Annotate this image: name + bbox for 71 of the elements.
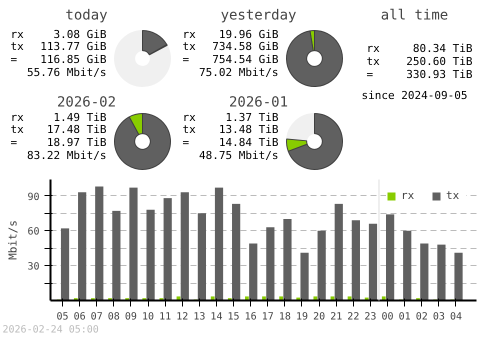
- text: =: [366, 68, 374, 81]
- x-tick-label: 06: [74, 312, 86, 322]
- y-axis-title: Mbit/s: [6, 220, 20, 260]
- text: 83.22 Mbit/s: [27, 149, 107, 162]
- x-tick-label: 09: [124, 312, 137, 322]
- text: 754.54 GiB: [212, 53, 279, 66]
- text: 80.34 TiB: [412, 42, 473, 55]
- x-tick-label: 01: [398, 312, 411, 322]
- legend-label: rx: [401, 189, 416, 202]
- text: all time: [380, 8, 448, 24]
- text: tx: [10, 123, 24, 136]
- text: 1.37 TiB: [226, 111, 279, 124]
- x-tick-label: 18: [278, 312, 291, 322]
- text: 75.02 Mbit/s: [199, 66, 279, 79]
- x-tick-label: 15: [228, 312, 240, 322]
- text: =: [182, 136, 190, 149]
- text: 19.96 GiB: [218, 28, 279, 41]
- x-tick-label: 03: [432, 312, 445, 322]
- chart-title: today: [65, 8, 108, 24]
- text: =: [10, 53, 18, 66]
- y-tick-label: 60: [27, 226, 40, 238]
- x-tick-label: 00: [382, 312, 394, 322]
- x-tick-label: 13: [193, 312, 206, 322]
- x-tick-label: 16: [244, 312, 257, 322]
- x-tick-label: 23: [364, 312, 376, 322]
- x-tick-label: 22: [347, 312, 360, 322]
- x-tick-label: 19: [296, 312, 308, 322]
- x-tick-label: 04: [450, 312, 462, 322]
- text: since 2024-09-05: [362, 89, 468, 102]
- x-tick-label: 14: [210, 312, 222, 322]
- y-tick-label: 30: [27, 262, 40, 273]
- text: 55.76 Mbit/s: [27, 66, 107, 79]
- text: 48.75 Mbit/s: [199, 149, 279, 162]
- x-tick-label: 08: [108, 312, 120, 322]
- text: 18.97 TiB: [46, 136, 107, 149]
- text: 13.48 TiB: [218, 123, 279, 136]
- x-tick-label: 21: [330, 312, 342, 322]
- text: 14.84 TiB: [218, 136, 279, 149]
- text: 734.58 GiB: [212, 40, 279, 53]
- chart-title: yesterday: [220, 8, 296, 24]
- y-tick-label: 90: [27, 192, 40, 203]
- x-tick-label: 17: [262, 312, 274, 322]
- chart-title: 2026-02: [57, 94, 116, 110]
- x-tick-label: 05: [56, 312, 68, 322]
- text: 2026-02-24 05:00: [2, 324, 99, 336]
- text: 1.49 TiB: [54, 111, 107, 124]
- text: tx: [366, 55, 380, 68]
- text: tx: [182, 123, 196, 136]
- text: tx: [182, 40, 196, 53]
- text: rx: [10, 28, 24, 41]
- text: 3.08 GiB: [54, 28, 107, 41]
- text: 250.60 TiB: [406, 55, 473, 68]
- text: rx: [10, 111, 24, 124]
- text: 113.77 GiB: [40, 40, 107, 53]
- text: rx: [366, 42, 380, 55]
- text: =: [182, 53, 190, 66]
- text: 330.93 TiB: [406, 68, 473, 81]
- x-tick-label: 10: [142, 312, 154, 322]
- x-tick-label: 11: [159, 312, 172, 322]
- text: rx: [182, 111, 196, 124]
- text: =: [10, 136, 18, 149]
- text: 17.48 TiB: [46, 123, 107, 136]
- x-tick-label: 07: [90, 312, 103, 322]
- x-tick-label: 20: [313, 312, 326, 322]
- text: tx: [10, 40, 24, 53]
- x-tick-label: 02: [416, 312, 428, 322]
- text: 116.85 GiB: [40, 53, 107, 66]
- x-tick-label: 12: [176, 312, 188, 322]
- legend-label: tx: [446, 189, 460, 202]
- text: rx: [182, 28, 196, 41]
- chart-title: 2026-01: [229, 94, 288, 110]
